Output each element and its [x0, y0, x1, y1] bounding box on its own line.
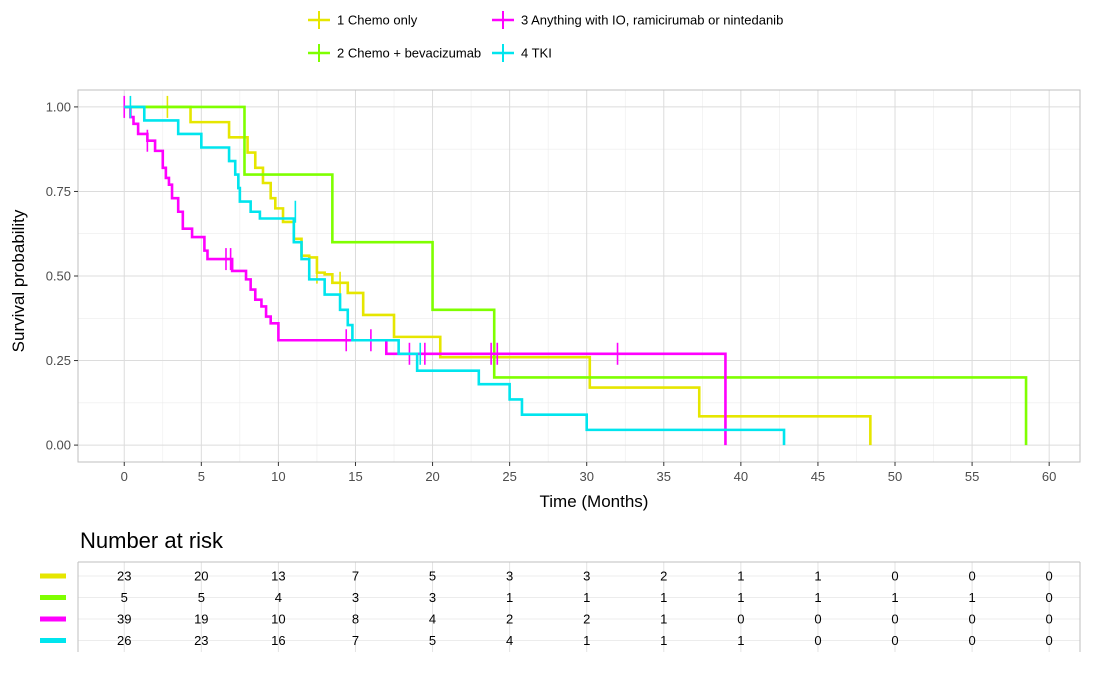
- x-tick-label: 60: [1042, 469, 1056, 484]
- risk-cell: 20: [194, 569, 208, 584]
- legend-label: 2 Chemo + bevacizumab: [337, 46, 481, 61]
- x-tick-label: 10: [271, 469, 285, 484]
- legend-item-3-anything-with-io-ramicirumab-or-nintedanib: 3 Anything with IO, ramicirumab or ninte…: [492, 11, 783, 29]
- risk-cell: 5: [429, 633, 436, 648]
- risk-cell: 23: [117, 569, 131, 584]
- risk-cell: 0: [891, 612, 898, 627]
- risk-cell: 1: [737, 569, 744, 584]
- risk-cell: 7: [352, 569, 359, 584]
- risk-cell: 5: [198, 590, 205, 605]
- x-tick-label: 5: [198, 469, 205, 484]
- risk-cell: 1: [660, 612, 667, 627]
- risk-cell: 13: [271, 569, 285, 584]
- risk-cell: 3: [506, 569, 513, 584]
- y-axis-title: Survival probability: [9, 209, 28, 352]
- risk-cell: 2: [583, 612, 590, 627]
- risk-cell: 0: [1046, 590, 1053, 605]
- risk-table-title: Number at risk: [80, 528, 224, 553]
- legend-label: 3 Anything with IO, ramicirumab or ninte…: [521, 13, 783, 28]
- risk-cell: 3: [429, 590, 436, 605]
- risk-cell: 1: [737, 590, 744, 605]
- risk-cell: 0: [1046, 612, 1053, 627]
- km-curve-4-tki: [124, 105, 786, 446]
- risk-cell: 5: [429, 569, 436, 584]
- risk-cell: 1: [814, 590, 821, 605]
- x-tick-label: 35: [657, 469, 671, 484]
- legend: 1 Chemo only 3 Anything with IO, ramiciru…: [308, 11, 783, 62]
- x-tick-label: 25: [502, 469, 516, 484]
- x-tick-label: 15: [348, 469, 362, 484]
- risk-cell: 4: [429, 612, 436, 627]
- y-tick-label: 0.50: [46, 269, 71, 284]
- risk-cell: 0: [1046, 633, 1053, 648]
- risk-cell: 2: [506, 612, 513, 627]
- y-tick-label: 0.00: [46, 438, 71, 453]
- legend-label: 1 Chemo only: [337, 13, 418, 28]
- x-tick-label: 55: [965, 469, 979, 484]
- risk-cell: 1: [660, 633, 667, 648]
- risk-cell: 1: [660, 590, 667, 605]
- x-tick-label: 20: [425, 469, 439, 484]
- risk-row-color-key: [40, 638, 66, 643]
- risk-cell: 0: [1046, 569, 1053, 584]
- risk-cell: 3: [583, 569, 590, 584]
- risk-row-color-key: [40, 595, 66, 600]
- risk-cell: 23: [194, 633, 208, 648]
- risk-cell: 7: [352, 633, 359, 648]
- risk-cell: 2: [660, 569, 667, 584]
- plot-area: 0.00 0.25 0.50 0.75 1.00 0 5 10 15 20 25 30 35 40 45 50…: [46, 89, 1081, 484]
- risk-cell: 0: [968, 633, 975, 648]
- legend-item-2-chemo-bevacizumab: 2 Chemo + bevacizumab: [308, 44, 481, 62]
- risk-cell: 16: [271, 633, 285, 648]
- x-tick-label: 0: [121, 469, 128, 484]
- risk-panel: [78, 562, 1080, 652]
- risk-cell: 0: [891, 569, 898, 584]
- risk-cell: 1: [891, 590, 898, 605]
- x-tick-label: 50: [888, 469, 902, 484]
- risk-cell: 19: [194, 612, 208, 627]
- legend-label: 4 TKI: [521, 46, 552, 61]
- x-tick-label: 40: [734, 469, 748, 484]
- y-tick-label: 0.75: [46, 184, 71, 199]
- risk-cell: 1: [968, 590, 975, 605]
- km-curve-2-chemo-bevacizumab: [124, 105, 1028, 446]
- risk-row-color-key: [40, 573, 66, 579]
- risk-cell: 1: [814, 569, 821, 584]
- risk-row-color-key: [40, 616, 66, 622]
- risk-cell: 0: [814, 633, 821, 648]
- y-tick-label: 0.25: [46, 353, 71, 368]
- y-tick-label: 1.00: [46, 99, 71, 114]
- x-axis-title: Time (Months): [540, 492, 649, 511]
- risk-cell: 1: [506, 590, 513, 605]
- risk-cell: 39: [117, 612, 131, 627]
- x-tick-label: 30: [579, 469, 593, 484]
- risk-cell: 1: [583, 633, 590, 648]
- risk-cell: 5: [121, 590, 128, 605]
- risk-cell: 0: [891, 633, 898, 648]
- risk-cell: 3: [352, 590, 359, 605]
- risk-table: 23 20 13 7 5 3 3 2 1 1 0 0 05 5 4 3 3 1 1 1 1 1 1 1 039 19 10 8 4 2 2 1…: [40, 561, 1081, 652]
- risk-cell: 0: [737, 612, 744, 627]
- risk-cell: 0: [814, 612, 821, 627]
- risk-cell: 4: [506, 633, 513, 648]
- risk-cell: 1: [737, 633, 744, 648]
- km-curve-1-chemo-only: [124, 105, 872, 446]
- risk-cell: 10: [271, 612, 285, 627]
- risk-cell: 0: [968, 612, 975, 627]
- legend-item-4-tki: 4 TKI: [492, 44, 552, 62]
- risk-cell: 1: [583, 590, 590, 605]
- risk-cell: 0: [968, 569, 975, 584]
- risk-cell: 26: [117, 633, 131, 648]
- x-tick-label: 45: [811, 469, 825, 484]
- legend-item-1-chemo-only: 1 Chemo only: [308, 11, 418, 29]
- risk-cell: 4: [275, 590, 282, 605]
- risk-cell: 8: [352, 612, 359, 627]
